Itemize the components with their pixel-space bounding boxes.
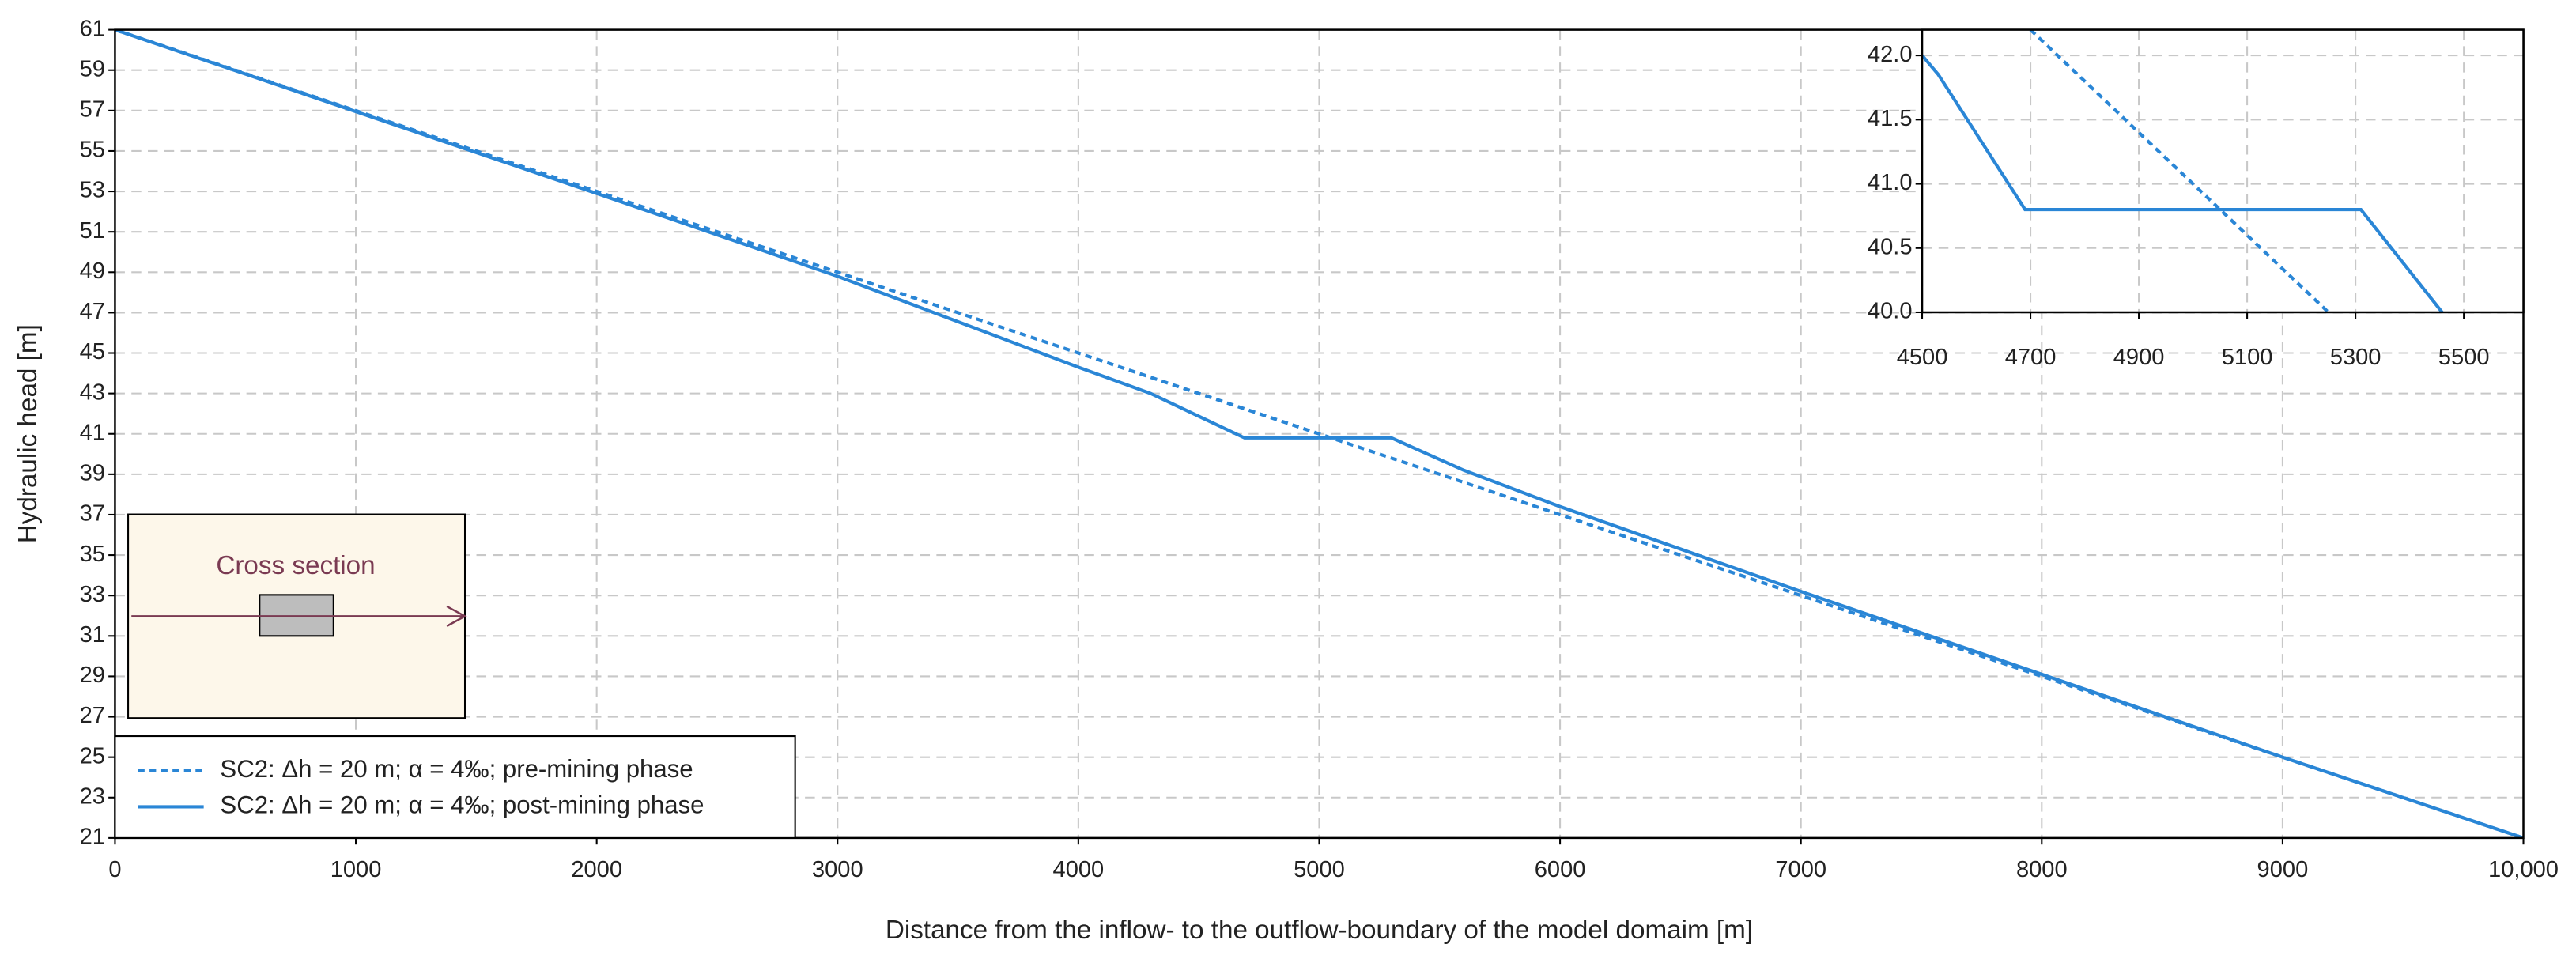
- y-tick-label: 61: [80, 16, 105, 41]
- y-tick-label: 59: [80, 56, 105, 81]
- y-tick-label: 40.5: [1868, 234, 1913, 259]
- y-tick-label: 41.5: [1868, 106, 1913, 131]
- x-tick-label: 2000: [571, 857, 622, 882]
- legend-box: [114, 735, 796, 839]
- y-tick-label: 57: [80, 97, 105, 123]
- y-tick-label: 37: [80, 501, 105, 527]
- y-tick-label: 55: [80, 138, 105, 163]
- x-tick-label: 5500: [2438, 345, 2490, 370]
- plot-frame: [114, 28, 2525, 840]
- y-tick-label: 35: [80, 542, 105, 567]
- y-tick-label: 40.0: [1868, 299, 1913, 324]
- plot-area: [1922, 29, 2524, 312]
- x-tick-label: 3000: [812, 857, 863, 882]
- series-group: [115, 29, 2524, 838]
- y-tick-label: 29: [80, 663, 105, 688]
- x-tick-label: 4900: [2113, 345, 2165, 370]
- legend-label: SC2: Δh = 20 m; α = 4‰; post-mining phas…: [220, 791, 704, 819]
- line-series: [1922, 54, 2444, 312]
- y-tick-label: 25: [80, 743, 105, 769]
- series-group: [1922, 29, 2444, 312]
- x-tick-label: 5000: [1294, 857, 1345, 882]
- y-tick-label: 31: [80, 622, 105, 648]
- y-tick-label: 51: [80, 218, 105, 244]
- y-tick-label: 21: [80, 825, 105, 850]
- line-series: [115, 29, 2524, 838]
- y-tick-label: 43: [80, 380, 105, 405]
- x-tick-label: 5100: [2222, 345, 2273, 370]
- legend-label: SC2: Δh = 20 m; α = 4‰; pre-mining phase: [220, 755, 693, 783]
- x-tick-label: 9000: [2257, 857, 2309, 882]
- y-tick-label: 45: [80, 339, 105, 364]
- x-tick-label: 4000: [1053, 857, 1105, 882]
- y-tick-label: 23: [80, 784, 105, 809]
- y-tick-label: 39: [80, 461, 105, 486]
- x-tick-label: 4500: [1897, 345, 1948, 370]
- x-tick-label: 7000: [1775, 857, 1826, 882]
- y-axis-label: Hydraulic head [m]: [13, 324, 43, 543]
- x-axis-label: Distance from the inflow- to the outflow…: [886, 916, 1753, 945]
- y-tick-label: 41.0: [1868, 170, 1913, 195]
- y-tick-label: 27: [80, 703, 105, 728]
- y-tick-label: 49: [80, 259, 105, 284]
- y-tick-label: 53: [80, 178, 105, 203]
- x-tick-label: 6000: [1535, 857, 1586, 882]
- arrow-head: [446, 605, 467, 627]
- x-tick-label: 5300: [2330, 345, 2381, 370]
- x-tick-label: 1000: [330, 857, 382, 882]
- x-tick-label: 4700: [2005, 345, 2057, 370]
- y-tick-label: 42.0: [1868, 42, 1913, 67]
- y-tick-label: 33: [80, 582, 105, 607]
- x-tick-label: 10,000: [2488, 857, 2559, 882]
- x-tick-label: 0: [108, 857, 121, 882]
- plot-frame: [1921, 28, 2525, 314]
- annotation: Cross section: [216, 551, 375, 580]
- y-tick-label: 47: [80, 299, 105, 324]
- y-tick-label: 41: [80, 420, 105, 445]
- x-tick-label: 8000: [2016, 857, 2068, 882]
